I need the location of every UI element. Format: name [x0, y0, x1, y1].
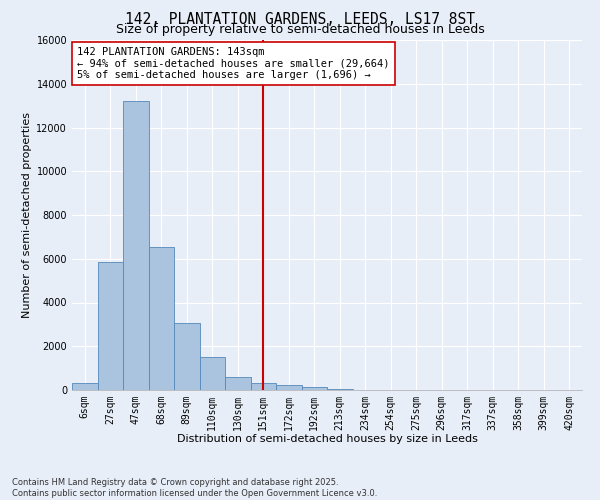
Bar: [276, 385, 302, 390]
X-axis label: Distribution of semi-detached houses by size in Leeds: Distribution of semi-detached houses by …: [176, 434, 478, 444]
Bar: [174, 324, 199, 390]
Bar: [327, 388, 353, 390]
Bar: [72, 384, 97, 390]
Y-axis label: Number of semi-detached properties: Number of semi-detached properties: [22, 112, 32, 318]
Bar: [251, 384, 276, 390]
Bar: [123, 101, 149, 390]
Bar: [302, 388, 327, 390]
Text: 142, PLANTATION GARDENS, LEEDS, LS17 8ST: 142, PLANTATION GARDENS, LEEDS, LS17 8ST: [125, 12, 475, 28]
Bar: [149, 246, 174, 390]
Bar: [97, 262, 123, 390]
Text: Contains HM Land Registry data © Crown copyright and database right 2025.
Contai: Contains HM Land Registry data © Crown c…: [12, 478, 377, 498]
Text: Size of property relative to semi-detached houses in Leeds: Size of property relative to semi-detach…: [116, 22, 484, 36]
Text: 142 PLANTATION GARDENS: 143sqm
← 94% of semi-detached houses are smaller (29,664: 142 PLANTATION GARDENS: 143sqm ← 94% of …: [77, 47, 389, 80]
Bar: [225, 378, 251, 390]
Bar: [199, 357, 225, 390]
